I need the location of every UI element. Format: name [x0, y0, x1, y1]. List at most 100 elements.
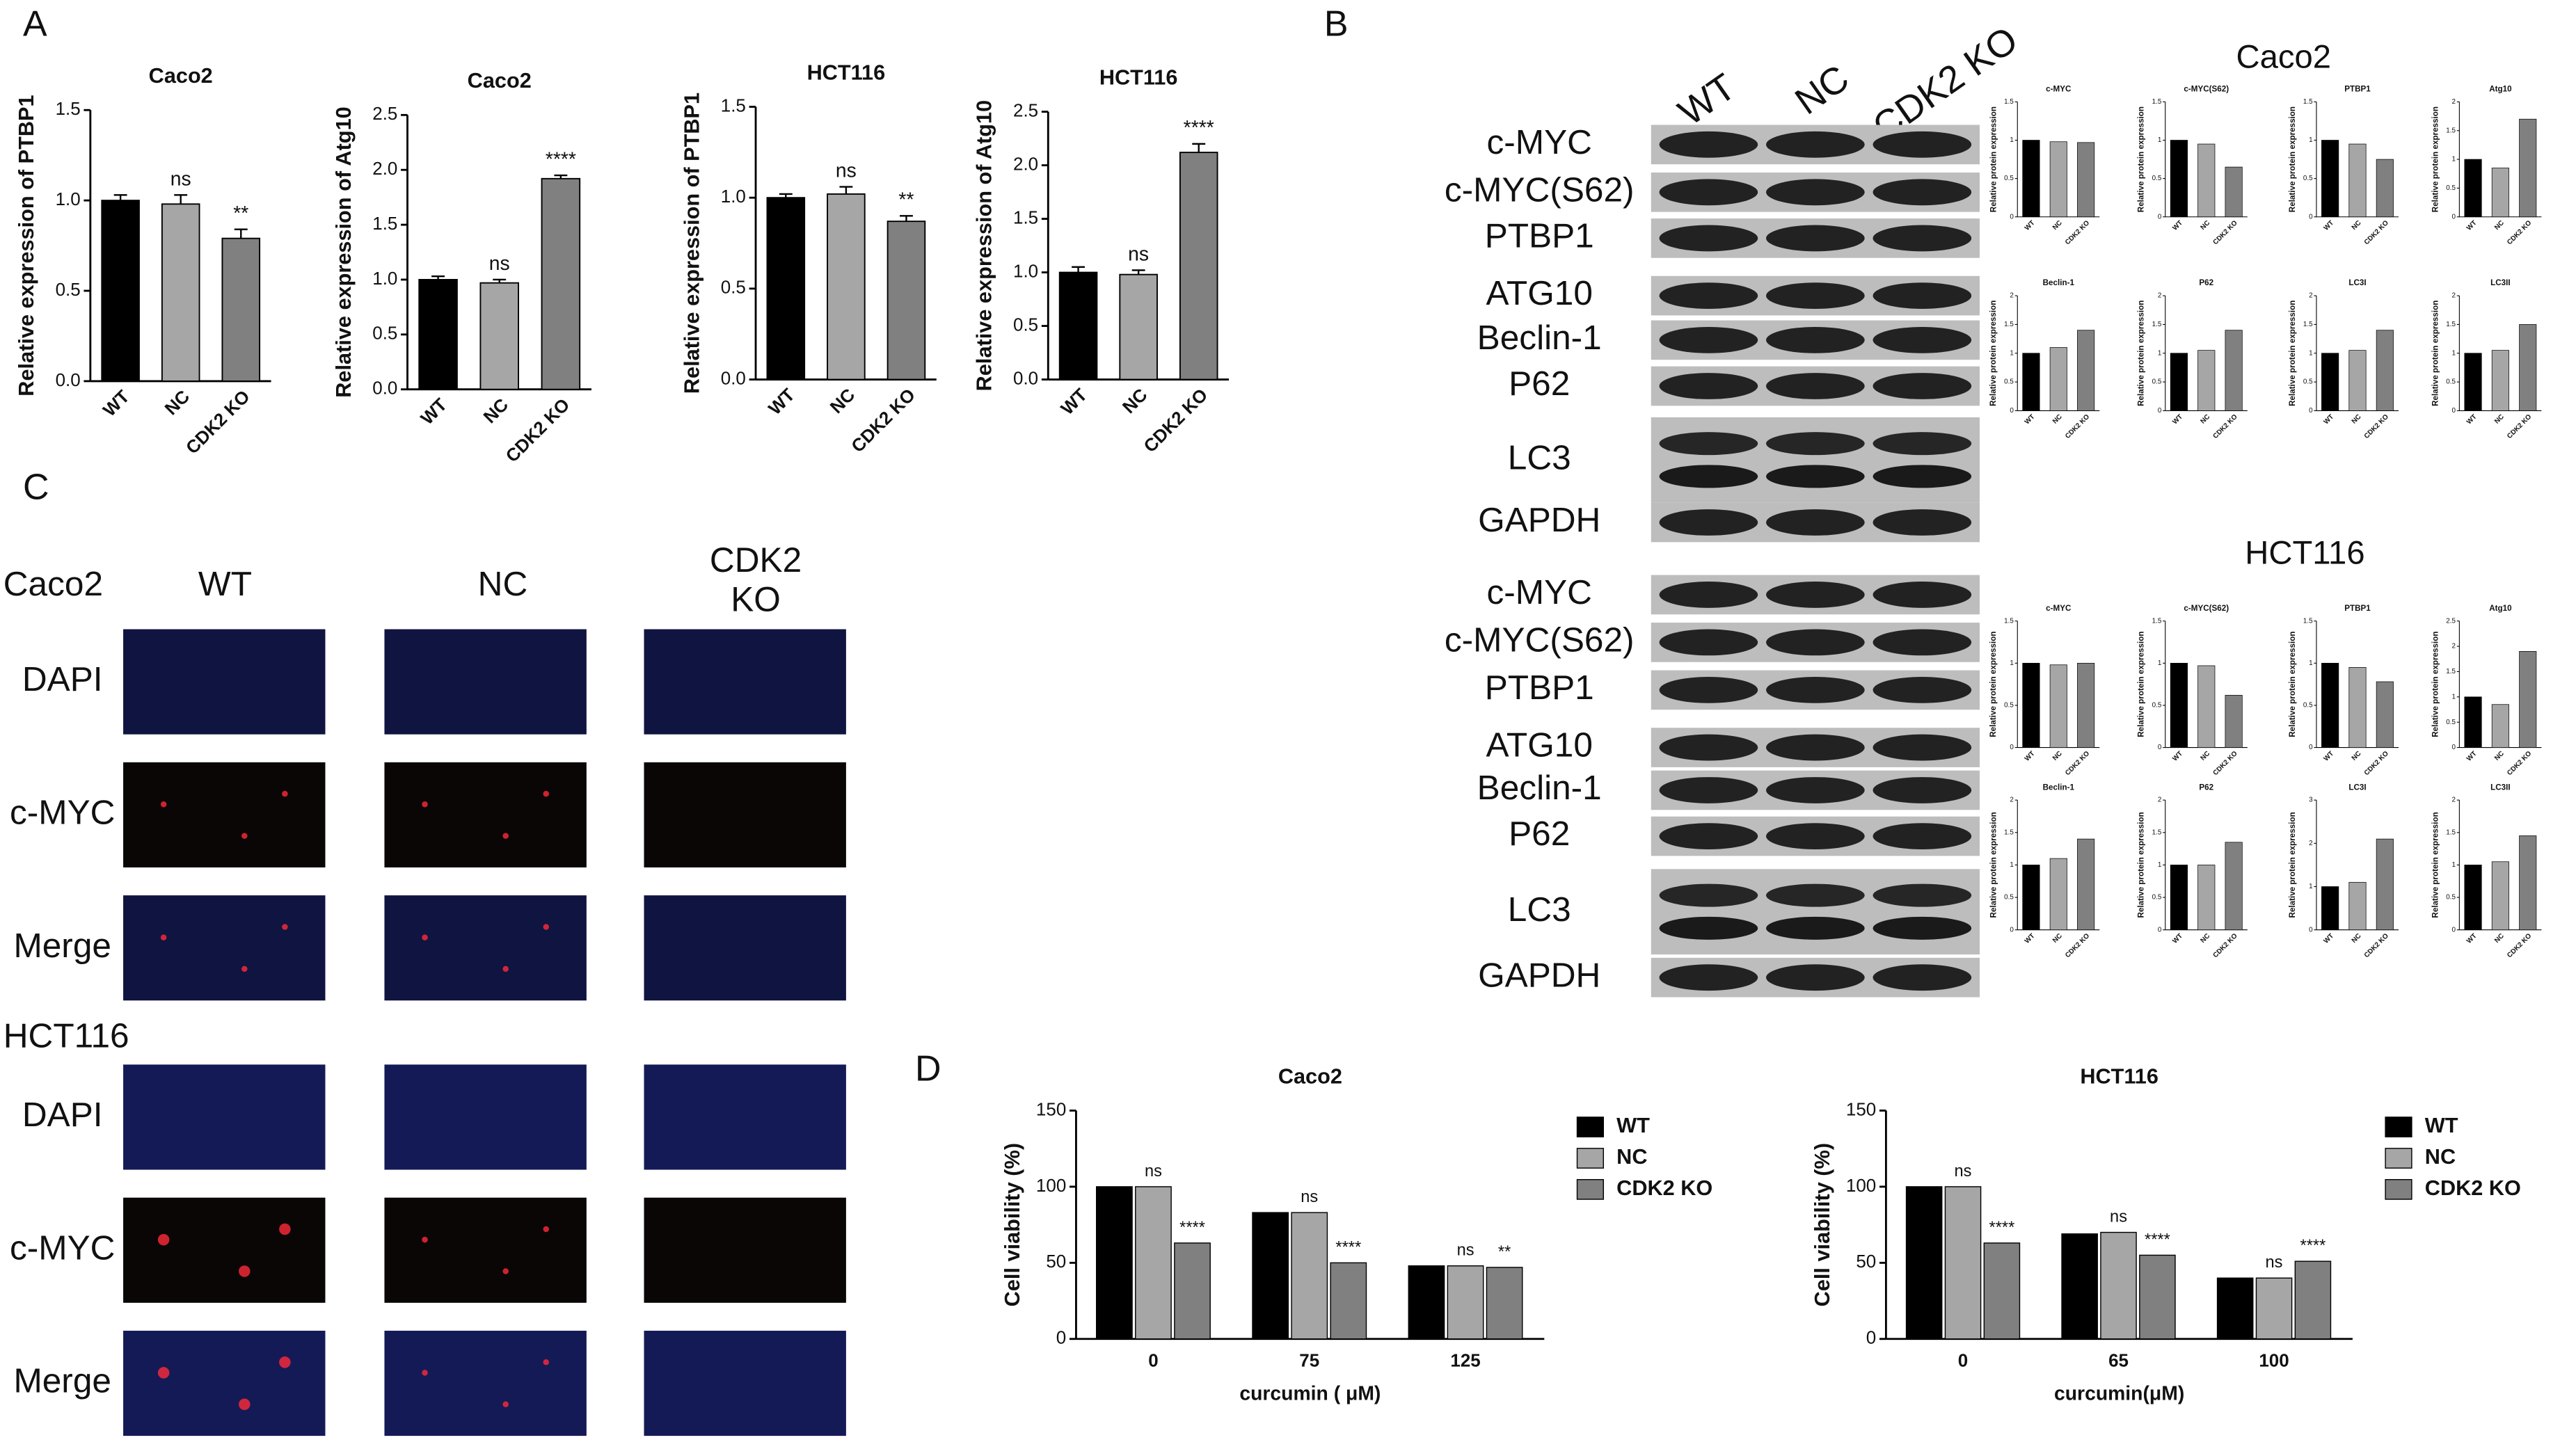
blot-band — [1873, 326, 1972, 353]
y-tick-label: 0 — [2010, 407, 2014, 415]
y-tick-label: 0.5 — [2303, 702, 2313, 710]
x-tick-label: CDK2 KO — [2506, 219, 2533, 246]
blot-row-label: c-MYC(S62) — [1445, 621, 1635, 659]
y-tick-label: 150 — [1846, 1098, 1876, 1119]
y-tick-label: 0 — [2452, 213, 2456, 221]
y-axis-label: Relative protein expression — [2288, 106, 2297, 212]
significance-label: **** — [1179, 1219, 1205, 1237]
blot-band — [1766, 432, 1865, 456]
y-axis-label: Cell viability (%) — [1810, 1143, 1834, 1306]
y-tick-label: 0 — [2010, 744, 2014, 751]
y-tick-label: 50 — [1046, 1251, 1066, 1272]
x-tick-label: WT — [1056, 384, 1091, 419]
bar — [221, 237, 261, 382]
bar — [2491, 861, 2509, 931]
legend-swatch — [1576, 1116, 1605, 1137]
bar — [2376, 159, 2394, 218]
x-tick-label: 0 — [1148, 1350, 1158, 1371]
blot-band — [1659, 373, 1758, 399]
y-axis-label: Relative protein expression — [1989, 812, 1998, 918]
x-tick-label: NC — [2493, 750, 2506, 762]
blot-band — [1873, 179, 1972, 206]
y-tick-label: 1 — [2158, 659, 2161, 667]
blot-column-label: NC — [1788, 56, 1857, 122]
x-tick-label: NC — [2051, 932, 2064, 945]
micrograph — [644, 629, 846, 735]
y-tick-label: 0 — [1866, 1327, 1876, 1348]
blot-band — [1659, 131, 1758, 158]
significance-label: **** — [2300, 1237, 2326, 1255]
y-tick-label: 1 — [2452, 693, 2456, 701]
micrograph — [384, 762, 587, 867]
bar — [1096, 1186, 1133, 1340]
bar — [2197, 143, 2216, 218]
bar — [2321, 662, 2339, 748]
blot-band — [1873, 465, 1972, 488]
blot-band — [1659, 883, 1758, 907]
y-tick-label: 0 — [2452, 407, 2456, 415]
bar — [2225, 842, 2243, 931]
x-axis-label: curcumin(μM) — [2054, 1383, 2184, 1405]
panel-label: C — [23, 467, 49, 507]
y-tick-label: 1.5 — [2446, 668, 2456, 675]
bar — [1174, 1242, 1211, 1340]
bar — [2077, 330, 2095, 411]
if-row-label: c-MYC — [10, 792, 115, 831]
chart-title: Atg10 — [2489, 604, 2511, 613]
bar — [2170, 865, 2188, 931]
micrograph — [384, 895, 587, 1001]
y-tick-label: 1.5 — [2303, 98, 2313, 106]
blot-band — [1766, 179, 1865, 206]
if-column-label: NC — [478, 564, 528, 603]
y-tick-label: 0 — [2010, 926, 2014, 934]
blot-row-label: ATG10 — [1486, 273, 1593, 312]
blot-band — [1766, 677, 1865, 703]
x-tick-label: NC — [161, 386, 194, 419]
if-row-label: Merge — [13, 1361, 111, 1400]
significance-label: ** — [233, 202, 248, 225]
x-tick-label: NC — [2199, 750, 2211, 762]
bar — [2376, 838, 2394, 931]
chart-title: P62 — [2199, 278, 2213, 287]
chart-title: Caco2 — [149, 63, 213, 88]
blot-band — [1659, 225, 1758, 252]
x-tick-label: WT — [2465, 750, 2479, 763]
bar — [2519, 118, 2537, 218]
if-column-label: CDK2 KO — [710, 542, 802, 619]
y-tick-label: 1.5 — [2152, 617, 2162, 625]
y-tick-label: 1.5 — [2446, 127, 2456, 134]
x-tick-label: NC — [2493, 219, 2506, 232]
y-axis-label: Relative expression of PTBP1 — [14, 95, 38, 396]
micrograph — [123, 895, 326, 1001]
blot-band — [1766, 823, 1865, 849]
y-tick-label: 50 — [1856, 1251, 1876, 1272]
bar — [2022, 140, 2040, 218]
x-tick-label: CDK2 KO — [2363, 413, 2390, 440]
y-tick-label: 0.5 — [2004, 378, 2014, 386]
bar — [2519, 324, 2537, 411]
y-tick-label: 0.0 — [1013, 367, 1038, 388]
blot-band — [1873, 964, 1972, 991]
y-axis-label: Relative protein expression — [2431, 632, 2440, 737]
fluorescence-spot — [241, 966, 248, 972]
y-tick-label: 0 — [2158, 213, 2162, 221]
error-bar — [1131, 269, 1145, 275]
y-tick-label: 0.5 — [2004, 175, 2014, 182]
y-tick-label: 0 — [2309, 407, 2313, 415]
bar — [2170, 662, 2188, 748]
fluorescence-spot — [422, 1370, 428, 1376]
x-tick-label: CDK2 KO — [2506, 750, 2533, 777]
y-tick-label: 2 — [2452, 643, 2456, 650]
fluorescence-spot — [422, 934, 428, 940]
y-tick-label: 1.5 — [2004, 98, 2014, 106]
blot-row-label: LC3 — [1508, 890, 1571, 929]
fluorescence-spot — [543, 924, 550, 930]
y-tick-label: 1.0 — [372, 268, 397, 289]
blot-band — [1873, 883, 1972, 907]
y-tick-label: 1.5 — [2152, 828, 2162, 836]
blot-band — [1873, 432, 1972, 456]
y-tick-label: 1 — [2158, 349, 2161, 357]
fluorescence-spot — [282, 924, 288, 930]
micrograph — [384, 1197, 587, 1303]
blot-row-label: P62 — [1509, 364, 1570, 403]
